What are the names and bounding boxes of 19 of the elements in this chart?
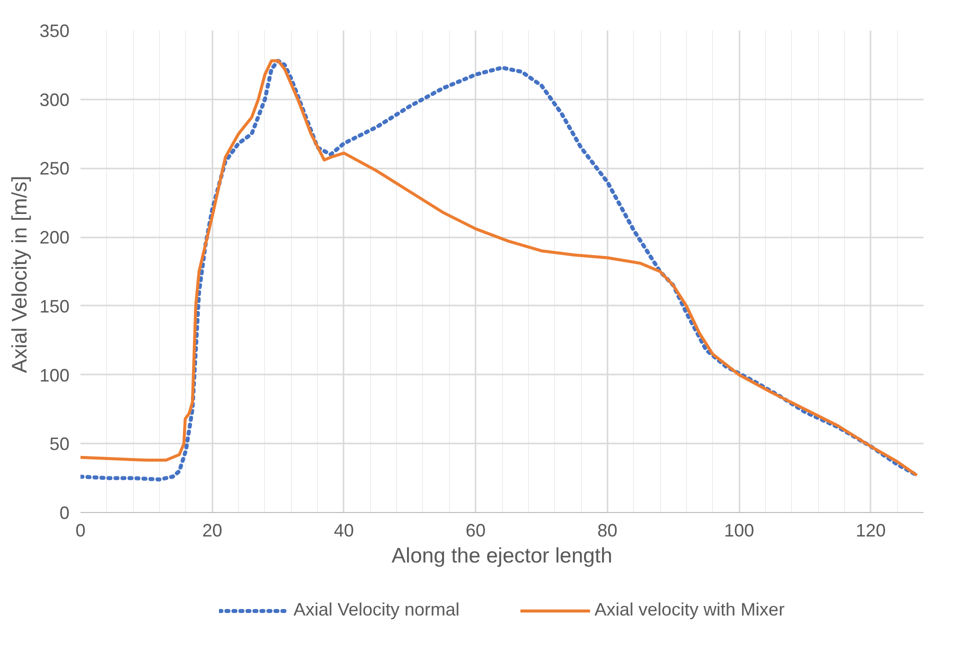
y-tick-label: 200 bbox=[39, 228, 70, 248]
x-tick-label: 120 bbox=[856, 520, 886, 540]
x-tick-label: 100 bbox=[724, 520, 754, 540]
y-tick-label: 150 bbox=[39, 296, 70, 316]
x-tick-label: 0 bbox=[75, 520, 86, 540]
x-axis-title: Along the ejector length bbox=[392, 544, 612, 568]
y-tick-label: 350 bbox=[39, 21, 70, 41]
y-tick-label: 0 bbox=[59, 503, 70, 523]
y-tick-label: 100 bbox=[39, 365, 70, 386]
y-axis-title: Axial Velocity in [m/s] bbox=[8, 176, 32, 374]
legend-label: Axial Velocity normal bbox=[293, 600, 460, 620]
y-tick-label: 250 bbox=[39, 158, 70, 179]
y-tick-label: 50 bbox=[49, 434, 70, 454]
x-tick-label: 40 bbox=[334, 520, 354, 540]
legend-label: Axial velocity with Mixer bbox=[594, 600, 785, 620]
x-tick-label: 20 bbox=[202, 520, 222, 540]
x-tick-label: 80 bbox=[597, 520, 618, 540]
x-tick-label: 60 bbox=[466, 520, 486, 540]
y-tick-label: 300 bbox=[39, 90, 70, 110]
